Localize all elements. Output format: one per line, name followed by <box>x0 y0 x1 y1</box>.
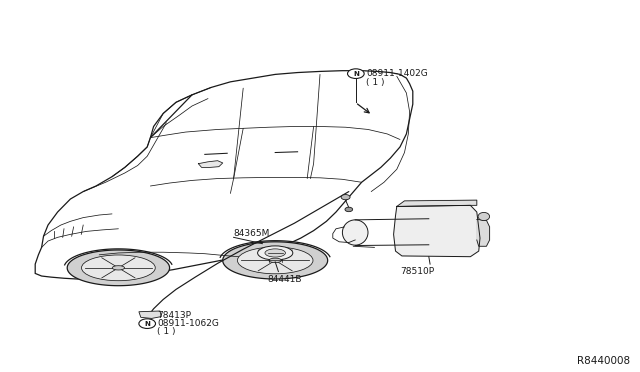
Text: R8440008: R8440008 <box>577 356 630 366</box>
Ellipse shape <box>265 249 285 257</box>
Polygon shape <box>394 205 480 257</box>
Polygon shape <box>397 200 477 206</box>
Text: 84441B: 84441B <box>268 275 302 284</box>
Polygon shape <box>223 242 328 279</box>
Text: 08911-1062G: 08911-1062G <box>157 319 220 328</box>
Ellipse shape <box>342 220 368 245</box>
Ellipse shape <box>112 266 125 270</box>
Polygon shape <box>477 219 490 246</box>
Ellipse shape <box>478 212 490 221</box>
Ellipse shape <box>257 246 293 260</box>
Ellipse shape <box>269 258 282 263</box>
Text: N: N <box>144 321 150 327</box>
Polygon shape <box>67 250 170 286</box>
Text: 08911-1402G: 08911-1402G <box>366 69 428 78</box>
Text: 84365M: 84365M <box>234 229 270 238</box>
Text: ( 1 ): ( 1 ) <box>366 78 385 87</box>
Circle shape <box>341 195 350 200</box>
Text: 78510P: 78510P <box>400 267 434 276</box>
Text: 78413P: 78413P <box>157 311 191 320</box>
Ellipse shape <box>237 247 313 274</box>
Ellipse shape <box>417 219 441 244</box>
Polygon shape <box>139 311 161 318</box>
Text: N: N <box>353 71 359 77</box>
Circle shape <box>348 69 364 78</box>
Circle shape <box>139 319 156 328</box>
Ellipse shape <box>81 255 156 281</box>
Text: ( 1 ): ( 1 ) <box>157 327 176 336</box>
Polygon shape <box>35 71 413 279</box>
Circle shape <box>345 207 353 212</box>
Polygon shape <box>198 161 223 167</box>
